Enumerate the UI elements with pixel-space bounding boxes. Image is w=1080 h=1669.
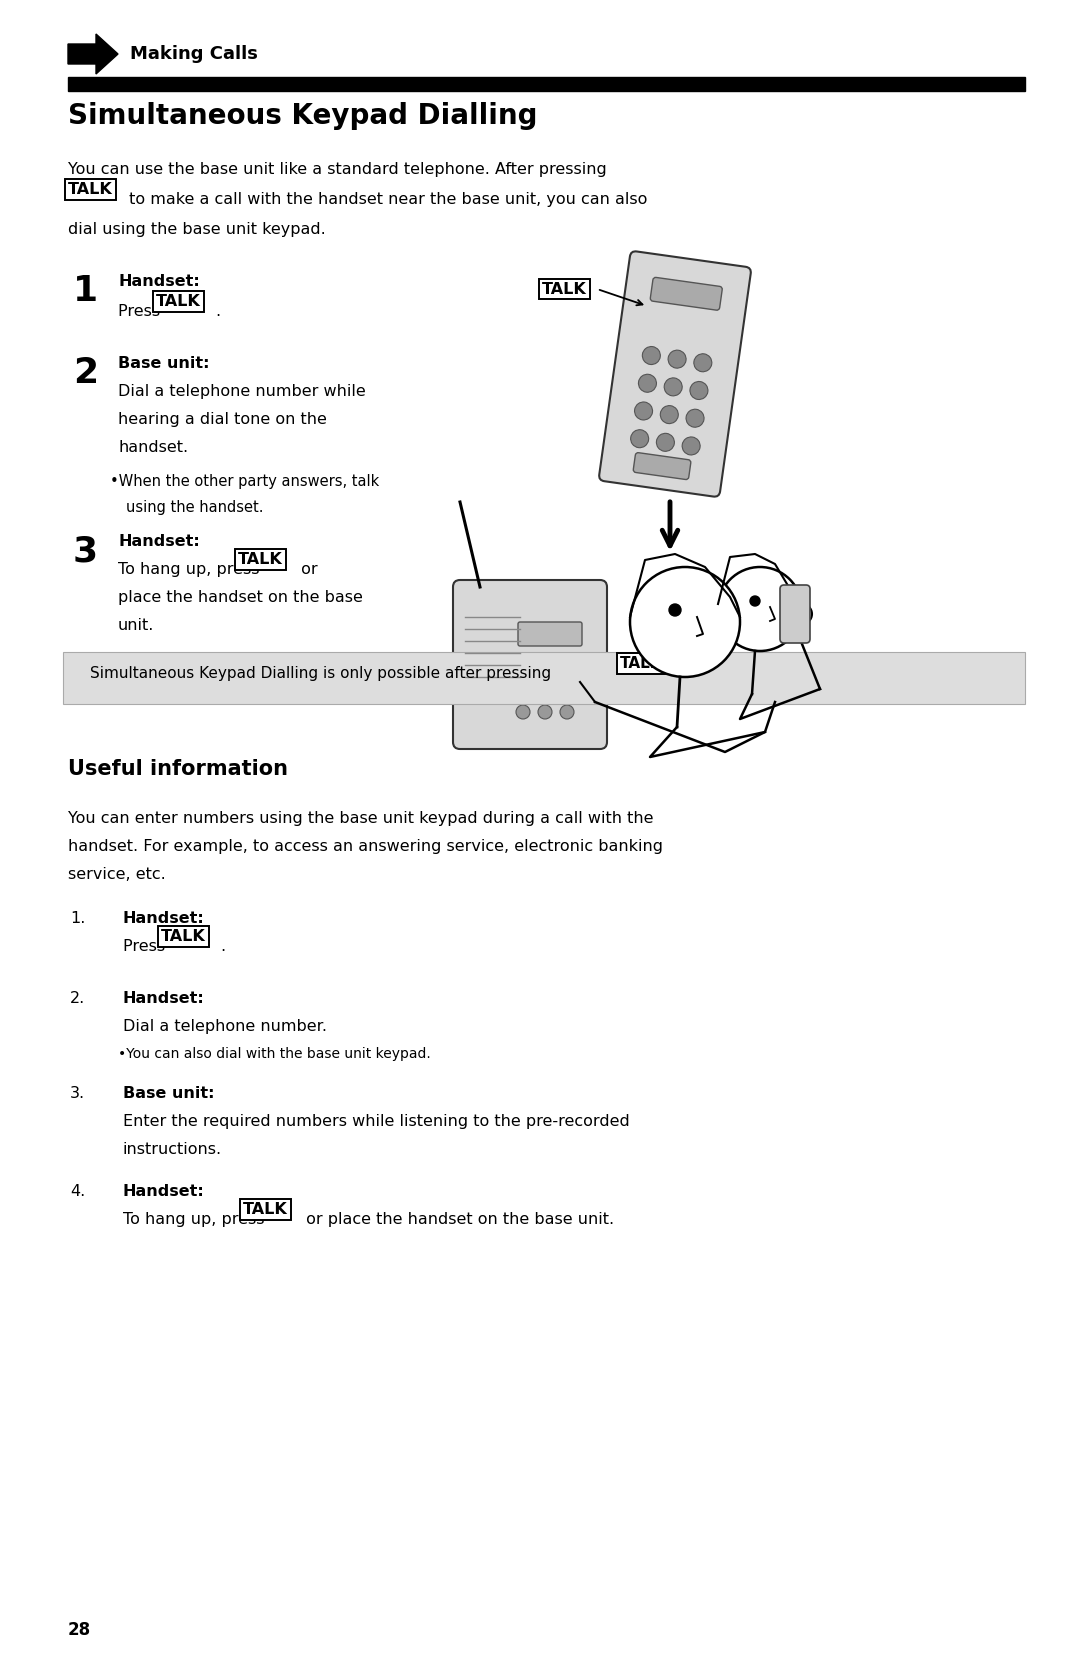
Text: Press: Press <box>118 304 165 319</box>
Circle shape <box>718 567 802 651</box>
Circle shape <box>635 402 652 421</box>
Text: TALK: TALK <box>156 294 201 309</box>
Circle shape <box>516 664 530 679</box>
Circle shape <box>657 434 674 451</box>
Circle shape <box>683 437 700 456</box>
Text: Handset:: Handset: <box>123 1183 205 1198</box>
Text: .: . <box>220 940 225 955</box>
Circle shape <box>538 704 552 719</box>
Text: To hang up, press: To hang up, press <box>123 1212 270 1227</box>
Text: instructions.: instructions. <box>123 1142 222 1157</box>
Polygon shape <box>68 33 118 73</box>
Text: to make a call with the handset near the base unit, you can also: to make a call with the handset near the… <box>124 192 647 207</box>
Text: 3: 3 <box>73 534 98 567</box>
Text: Base unit:: Base unit: <box>123 1087 215 1102</box>
Text: Dial a telephone number while: Dial a telephone number while <box>118 384 366 399</box>
Text: 2: 2 <box>73 355 98 391</box>
Circle shape <box>792 604 812 624</box>
Text: Handset:: Handset: <box>123 991 205 1006</box>
Text: Enter the required numbers while listening to the pre-recorded: Enter the required numbers while listeni… <box>123 1113 630 1128</box>
Text: •When the other party answers, talk: •When the other party answers, talk <box>110 474 379 489</box>
Circle shape <box>664 377 683 396</box>
FancyBboxPatch shape <box>453 581 607 749</box>
Text: 4.: 4. <box>70 1183 85 1198</box>
Text: Simultaneous Keypad Dialling: Simultaneous Keypad Dialling <box>68 102 538 130</box>
Bar <box>68 77 1025 92</box>
Text: TALK: TALK <box>68 182 112 197</box>
Circle shape <box>631 429 649 447</box>
Text: Dial a telephone number.: Dial a telephone number. <box>123 1020 327 1035</box>
Text: 2.: 2. <box>70 991 85 1006</box>
Text: You can enter numbers using the base unit keypad during a call with the: You can enter numbers using the base uni… <box>68 811 653 826</box>
Text: Base unit:: Base unit: <box>118 355 210 371</box>
Text: To hang up, press: To hang up, press <box>118 562 265 577</box>
Text: unit.: unit. <box>118 618 154 633</box>
Text: Press: Press <box>123 940 171 955</box>
FancyBboxPatch shape <box>650 277 723 310</box>
Text: dial using the base unit keypad.: dial using the base unit keypad. <box>68 222 326 237</box>
Text: TALK: TALK <box>542 282 586 297</box>
Text: You can use the base unit like a standard telephone. After pressing: You can use the base unit like a standar… <box>68 162 607 177</box>
Circle shape <box>686 409 704 427</box>
Text: .: . <box>215 304 220 319</box>
Text: Handset:: Handset: <box>118 274 200 289</box>
Text: •You can also dial with the base unit keypad.: •You can also dial with the base unit ke… <box>118 1046 431 1061</box>
Text: 1.: 1. <box>70 911 85 926</box>
Circle shape <box>538 684 552 699</box>
Circle shape <box>561 664 573 679</box>
Text: or: or <box>296 562 318 577</box>
FancyBboxPatch shape <box>63 653 1025 704</box>
Text: 28: 28 <box>68 1621 91 1639</box>
FancyBboxPatch shape <box>780 586 810 643</box>
Text: Handset:: Handset: <box>118 534 200 549</box>
Circle shape <box>643 347 660 364</box>
Text: TALK: TALK <box>161 930 206 945</box>
Circle shape <box>669 604 681 616</box>
Circle shape <box>516 684 530 699</box>
Text: 1: 1 <box>73 274 98 309</box>
Text: Simultaneous Keypad Dialling is only possible after pressing: Simultaneous Keypad Dialling is only pos… <box>90 666 556 681</box>
FancyBboxPatch shape <box>599 252 751 497</box>
Text: 3.: 3. <box>70 1087 85 1102</box>
Circle shape <box>669 350 686 369</box>
FancyBboxPatch shape <box>518 623 582 646</box>
Text: TALK: TALK <box>620 656 662 671</box>
Circle shape <box>561 704 573 719</box>
Text: Making Calls: Making Calls <box>130 45 258 63</box>
Circle shape <box>630 567 740 678</box>
Text: handset.: handset. <box>118 441 188 456</box>
Circle shape <box>750 596 760 606</box>
Circle shape <box>638 374 657 392</box>
Text: TALK: TALK <box>243 1202 287 1217</box>
Text: place the handset on the base: place the handset on the base <box>118 591 363 604</box>
Circle shape <box>538 664 552 679</box>
Text: service, etc.: service, etc. <box>68 866 165 881</box>
Text: Useful information: Useful information <box>68 759 288 779</box>
Circle shape <box>660 406 678 424</box>
Text: TALK: TALK <box>238 552 283 567</box>
Circle shape <box>693 354 712 372</box>
Text: using the handset.: using the handset. <box>126 501 264 516</box>
FancyBboxPatch shape <box>633 452 691 479</box>
Text: hearing a dial tone on the: hearing a dial tone on the <box>118 412 327 427</box>
Text: Handset:: Handset: <box>123 911 205 926</box>
Text: .: . <box>679 666 684 681</box>
Circle shape <box>727 614 753 639</box>
Circle shape <box>561 684 573 699</box>
Text: handset. For example, to access an answering service, electronic banking: handset. For example, to access an answe… <box>68 840 663 855</box>
Circle shape <box>516 704 530 719</box>
Circle shape <box>690 382 707 399</box>
Text: or place the handset on the base unit.: or place the handset on the base unit. <box>301 1212 615 1227</box>
